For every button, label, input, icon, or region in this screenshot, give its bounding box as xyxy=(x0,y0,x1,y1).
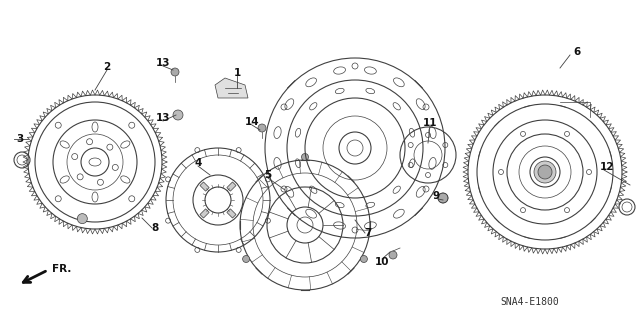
Polygon shape xyxy=(215,78,248,98)
Circle shape xyxy=(173,110,183,120)
Text: 6: 6 xyxy=(573,47,580,57)
Text: 11: 11 xyxy=(423,118,437,128)
Circle shape xyxy=(77,214,87,224)
Text: 7: 7 xyxy=(364,228,372,238)
Text: 1: 1 xyxy=(234,68,241,78)
Text: 8: 8 xyxy=(152,223,159,233)
Bar xyxy=(200,209,209,218)
Circle shape xyxy=(258,124,266,132)
Text: 13: 13 xyxy=(156,58,170,68)
Text: 2: 2 xyxy=(104,62,111,72)
Circle shape xyxy=(243,256,250,263)
Circle shape xyxy=(538,165,552,179)
Circle shape xyxy=(438,193,448,203)
Circle shape xyxy=(301,153,308,160)
Text: 5: 5 xyxy=(264,170,271,180)
Circle shape xyxy=(171,68,179,76)
Text: 10: 10 xyxy=(375,257,389,267)
Circle shape xyxy=(389,251,397,259)
Circle shape xyxy=(534,161,556,183)
Bar xyxy=(227,209,236,218)
Text: 4: 4 xyxy=(195,158,202,168)
Text: 12: 12 xyxy=(600,162,614,172)
Bar xyxy=(227,182,236,191)
Text: 13: 13 xyxy=(156,113,170,123)
Text: 3: 3 xyxy=(17,134,24,144)
Text: 14: 14 xyxy=(244,117,259,127)
Text: FR.: FR. xyxy=(52,264,72,274)
Bar xyxy=(200,182,209,191)
Text: SNA4-E1800: SNA4-E1800 xyxy=(500,297,559,307)
Circle shape xyxy=(360,256,367,263)
Text: 9: 9 xyxy=(433,191,440,201)
